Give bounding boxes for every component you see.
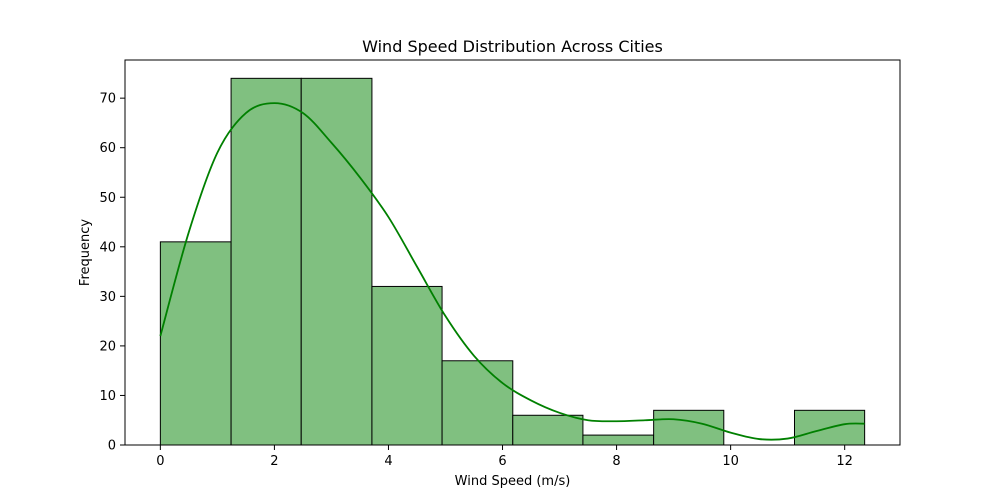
y-tick-label: 50 <box>99 191 116 206</box>
histogram-bar-1 <box>230 77 302 446</box>
x-tick-label: 4 <box>384 454 392 469</box>
y-tick-label: 0 <box>108 439 116 454</box>
y-axis-ticks: 0 10 20 30 40 50 60 70 <box>99 92 125 454</box>
x-tick-label: 12 <box>836 454 853 469</box>
y-tick-label: 40 <box>99 240 116 255</box>
y-tick-label: 20 <box>99 339 116 354</box>
histogram-bar-0 <box>159 241 232 446</box>
y-axis-title: Frequency <box>78 219 93 286</box>
x-tick-label: 6 <box>498 454 506 469</box>
chart-title: Wind Speed Distribution Across Cities <box>362 37 663 56</box>
y-tick-label: 10 <box>99 389 116 404</box>
x-axis-title: Wind Speed (m/s) <box>455 474 571 489</box>
y-tick-label: 70 <box>99 92 116 107</box>
x-tick-label: 10 <box>722 454 739 469</box>
histogram-bar-5 <box>512 414 584 446</box>
y-tick-label: 30 <box>99 290 116 305</box>
histogram-bar-4 <box>441 360 514 446</box>
x-tick-label: 0 <box>156 454 164 469</box>
histogram-bars <box>159 77 866 446</box>
histogram-bar-3 <box>371 285 443 446</box>
histogram-bar-6 <box>582 434 655 446</box>
kde-curve <box>159 102 865 441</box>
x-tick-label: 2 <box>270 454 278 469</box>
histogram-bar-7 <box>653 409 725 446</box>
x-tick-label: 8 <box>612 454 620 469</box>
plot-frame <box>124 59 901 446</box>
x-axis-ticks: 0 2 4 6 8 10 12 <box>156 445 853 469</box>
histogram-bar-2 <box>300 77 373 446</box>
y-tick-label: 60 <box>99 141 116 156</box>
